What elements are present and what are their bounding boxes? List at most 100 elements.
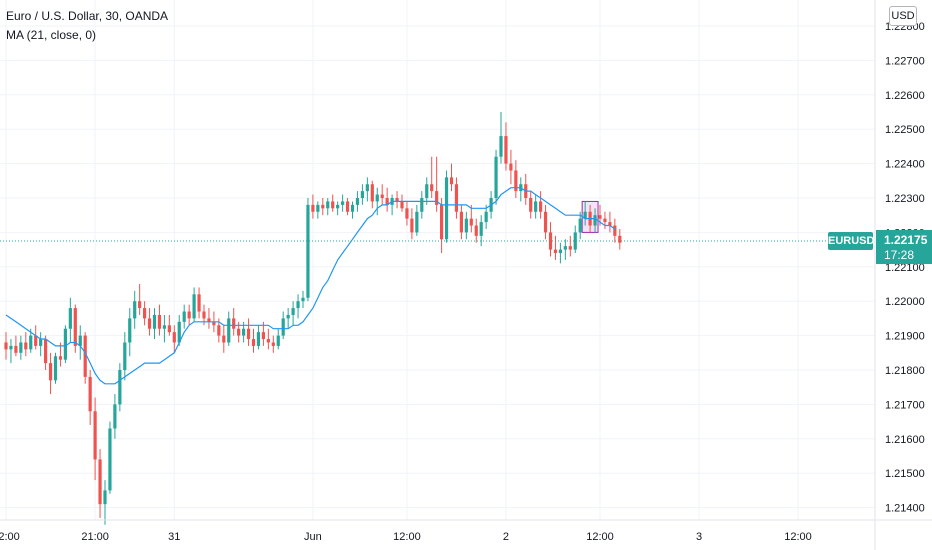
candle-body [103, 490, 107, 505]
time-axis[interactable]: 12:00 21:00 31 Jun 12:00 2 12:00 3 12:00 [0, 519, 932, 543]
price-axis[interactable]: 1.228001.227001.226001.225001.224001.223… [874, 0, 925, 550]
candle-body [44, 339, 48, 364]
countdown-value: 17:28 [884, 248, 915, 262]
candle-body [444, 177, 449, 240]
last-price-value: 1.22175 [884, 233, 928, 247]
candle-body [583, 211, 587, 219]
price-tick-label: 1.22500 [885, 124, 925, 136]
candle-body [93, 411, 97, 460]
candle-body [256, 332, 261, 346]
candle-body [118, 370, 122, 405]
candle-body [113, 404, 117, 429]
candle-body [78, 335, 82, 346]
candle-body [504, 136, 508, 164]
candle-body [593, 215, 597, 226]
chart-legend: Euro / U.S. Dollar, 30, OANDA MA (21, cl… [6, 7, 168, 45]
candle-body [578, 218, 582, 233]
candle-body [202, 311, 206, 319]
candle-body [449, 177, 454, 185]
candle-body [311, 204, 315, 212]
candle-body [128, 318, 132, 343]
candle-body [271, 342, 275, 346]
candle-body [326, 201, 330, 209]
candle-body [529, 198, 533, 212]
candle-body [331, 201, 335, 209]
candle-body [454, 184, 459, 212]
currency-label[interactable]: USD [889, 6, 917, 26]
candle-body [548, 232, 553, 250]
candle-body [479, 222, 483, 236]
time-tick-label: 3 [696, 531, 702, 543]
candle-body [321, 204, 325, 209]
candle-body [251, 339, 256, 346]
candle-body [73, 308, 77, 346]
candle-body [603, 218, 607, 223]
candle-body [608, 222, 612, 226]
price-tick-label: 1.21500 [885, 468, 925, 480]
candle-body [341, 201, 345, 205]
candle-body [4, 342, 8, 350]
symbol-tag: EURUSD [828, 232, 874, 250]
candle-body [167, 325, 171, 333]
candle-body [276, 335, 280, 346]
candle-body [157, 314, 162, 329]
candle-body [29, 335, 33, 350]
time-tick-label: Jun [304, 531, 322, 543]
candle-body [232, 318, 236, 329]
candle-body [296, 301, 300, 309]
candle-body [34, 335, 38, 346]
candle-body [63, 328, 67, 360]
candle-body [246, 328, 251, 340]
candle-body [459, 211, 463, 233]
candle-body [370, 184, 374, 202]
candle-body [187, 311, 191, 319]
candle-body [306, 204, 310, 298]
candle-body [9, 345, 13, 350]
time-tick-label: 31 [168, 531, 180, 543]
candle-body [425, 184, 429, 198]
candle-body [39, 339, 43, 346]
candle-body [514, 170, 518, 192]
candle-body [177, 321, 181, 343]
symbol-title[interactable]: Euro / U.S. Dollar, 30, OANDA [6, 9, 169, 23]
candle-body [360, 191, 364, 198]
grid-lines [0, 0, 875, 520]
candle-body [266, 339, 270, 343]
candle-body [336, 204, 340, 209]
candle-body [494, 156, 498, 198]
candle-body [217, 325, 221, 336]
time-tick-label: 12:00 [0, 531, 20, 543]
indicator-label[interactable]: MA (21, close, 0) [6, 28, 97, 42]
candle-body [464, 218, 468, 233]
candle-body [212, 321, 216, 326]
candle-body [563, 246, 567, 250]
price-tick-label: 1.21600 [885, 434, 925, 446]
candle-body [261, 332, 265, 340]
candle-body [420, 198, 424, 212]
candle-body [138, 301, 142, 309]
candle-body [553, 249, 558, 254]
candle-body [227, 318, 231, 343]
candle-body [355, 198, 360, 205]
candle-body [24, 342, 28, 350]
candle-body [345, 201, 350, 212]
candle-body [484, 211, 488, 223]
candle-body [534, 201, 538, 212]
price-tick-label: 1.22000 [885, 296, 925, 308]
candle-body [286, 314, 290, 319]
candle-body [147, 318, 152, 329]
time-tick-label: 12:00 [393, 531, 421, 543]
candle-body [598, 215, 602, 219]
candle-body [172, 332, 176, 343]
candle-body [242, 328, 246, 336]
time-tick-label: 12:00 [586, 531, 614, 543]
candle-body [98, 459, 102, 505]
price-tick-label: 1.21400 [885, 503, 925, 515]
candle-body [68, 308, 72, 329]
candle-body [543, 211, 548, 233]
price-tick-label: 1.22100 [885, 262, 925, 274]
candle-body [474, 225, 478, 236]
candle-body [162, 325, 166, 329]
time-tick-label: 2 [503, 531, 509, 543]
